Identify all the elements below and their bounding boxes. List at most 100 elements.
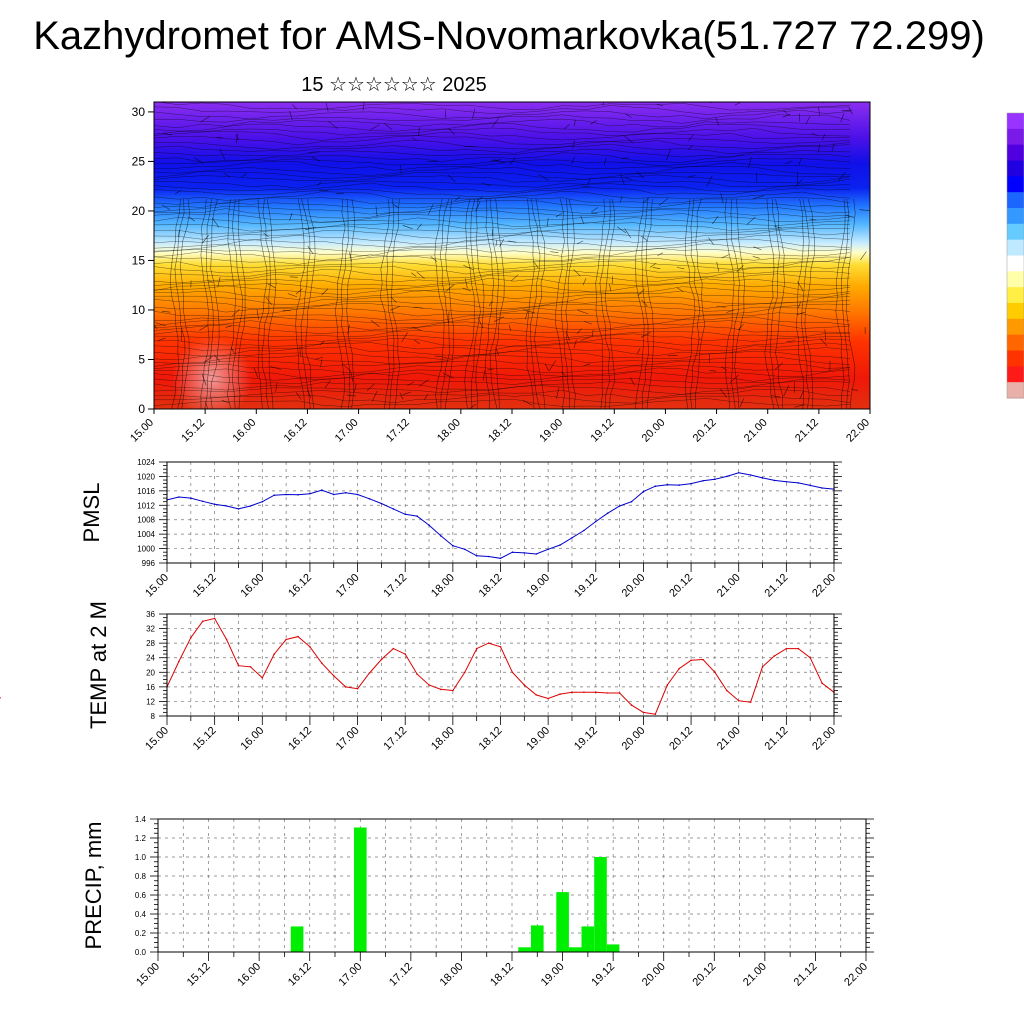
series-point	[380, 502, 383, 505]
series-point	[559, 693, 561, 695]
wind-barb	[155, 322, 166, 326]
wind-barb	[389, 306, 400, 311]
wind-barb	[267, 283, 276, 289]
contour-line	[154, 380, 851, 391]
x-tick-label: 17.12	[381, 572, 409, 600]
vertical-wind-line	[379, 198, 390, 409]
vertical-wind-line	[200, 198, 210, 409]
wind-barb	[318, 189, 329, 191]
wind-barb	[289, 110, 293, 121]
series-point	[297, 635, 299, 638]
wind-barb	[443, 373, 454, 379]
wind-barb	[236, 133, 238, 144]
wind-barb	[687, 175, 696, 178]
contour-line	[154, 161, 851, 171]
series-point	[714, 478, 716, 481]
wind-barb	[464, 278, 468, 289]
contour-line	[154, 166, 851, 176]
x-tick-label: 19.12	[589, 961, 617, 989]
wind-barb	[637, 288, 645, 297]
wind-barb	[392, 203, 399, 208]
wind-barb	[798, 158, 802, 165]
wind-barb	[402, 225, 413, 230]
wind-barb	[706, 175, 713, 187]
wind-barb	[383, 122, 393, 131]
series-point	[225, 505, 228, 507]
contour-line	[154, 208, 851, 219]
wind-barb	[771, 395, 780, 398]
precip-bar	[594, 857, 607, 952]
wind-barb	[199, 325, 208, 331]
y-tick-label: 25	[132, 154, 146, 168]
wind-barb	[641, 235, 648, 242]
series-point	[821, 682, 823, 684]
wind-barb	[805, 115, 811, 125]
series-point	[535, 553, 537, 555]
contour-line	[154, 385, 851, 395]
wind-barb	[350, 370, 354, 382]
precip-bar	[354, 827, 367, 952]
precip-panel: 0.0 0.2 0.4 0.6 0.8 1.0 1.2 1.4 15.00 15.12 16.00 1…	[81, 815, 874, 989]
y-tick-label: 30	[132, 105, 146, 119]
wind-barb	[307, 245, 314, 255]
wind-barb	[851, 389, 858, 391]
y-tick-label: 1024	[137, 458, 155, 467]
wind-barb	[347, 324, 350, 335]
colorbar-swatch	[1007, 350, 1024, 367]
x-tick-label: 22.00	[842, 961, 870, 989]
vertical-wind-line	[232, 198, 243, 409]
wind-barb	[161, 310, 171, 313]
wind-barb	[203, 356, 213, 364]
wind-barb	[154, 324, 158, 330]
precip-bar	[290, 926, 304, 952]
series-point	[726, 475, 728, 478]
contour-line	[154, 170, 851, 180]
wind-barb	[729, 374, 740, 383]
y-tick-label: 0.0	[135, 948, 147, 957]
series-point	[559, 544, 561, 546]
series-point	[440, 535, 442, 537]
wind-barb	[736, 265, 744, 273]
series-point	[344, 491, 347, 494]
colorbar-swatch	[1007, 334, 1024, 352]
x-tick-label: 15.12	[191, 572, 219, 600]
x-tick-label: 16.12	[282, 417, 310, 445]
y-tick-label: 1012	[137, 501, 155, 510]
x-tick-label: 17.12	[384, 417, 412, 445]
wind-barb	[402, 391, 411, 395]
wind-barb	[390, 296, 397, 303]
wind-barb	[328, 120, 338, 129]
series-point	[571, 691, 573, 694]
x-tick-label: 21.12	[763, 572, 791, 600]
contour-line	[154, 330, 851, 339]
precip-bar	[606, 944, 620, 952]
x-tick-label: 20.12	[667, 572, 695, 600]
wind-barb	[287, 293, 298, 298]
x-tick-label: 21.12	[763, 725, 791, 753]
series-point	[678, 667, 680, 670]
contour-line	[154, 303, 851, 313]
series-point	[404, 513, 407, 516]
wind-barb	[786, 340, 796, 343]
wind-barb	[582, 185, 591, 188]
wind-barb	[320, 359, 322, 368]
x-tick-label: 19.12	[572, 572, 600, 600]
wind-barb	[840, 113, 845, 123]
y-tick-label: 16	[146, 683, 155, 692]
contour-line	[154, 206, 851, 215]
series-point	[0, 697, 1, 699]
wind-barb	[448, 127, 455, 136]
wind-barb	[475, 201, 481, 212]
vertical-wind-line	[685, 198, 696, 409]
wind-barb	[774, 226, 782, 229]
colorbar-swatch	[1007, 318, 1024, 336]
series-point	[809, 656, 811, 659]
series-point	[797, 647, 800, 650]
wind-barb	[217, 276, 221, 287]
wind-barb	[577, 309, 589, 315]
wind-barb	[630, 377, 635, 386]
series-point	[285, 638, 287, 641]
y-tick-label: 20	[132, 204, 146, 218]
vertical-wind-line	[174, 198, 186, 409]
wind-barb	[194, 157, 204, 164]
